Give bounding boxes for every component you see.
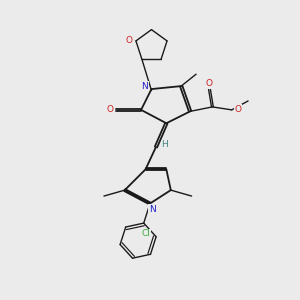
Text: Cl: Cl xyxy=(141,229,150,238)
Text: O: O xyxy=(206,79,213,88)
Text: O: O xyxy=(235,105,242,114)
Text: N: N xyxy=(142,82,148,91)
Text: O: O xyxy=(126,36,133,45)
Text: N: N xyxy=(149,205,155,214)
Text: H: H xyxy=(161,140,168,149)
Text: O: O xyxy=(106,105,113,114)
